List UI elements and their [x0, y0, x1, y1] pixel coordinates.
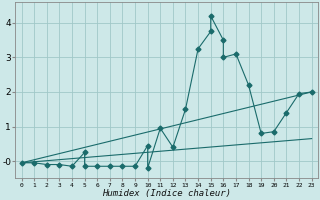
X-axis label: Humidex (Indice chaleur): Humidex (Indice chaleur)	[102, 189, 231, 198]
